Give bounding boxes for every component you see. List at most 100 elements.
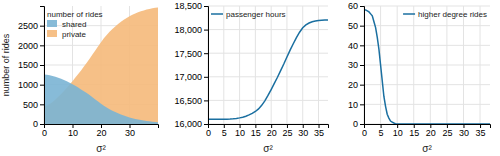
plot-area [208, 20, 328, 119]
tick-label: 18,000 [174, 25, 202, 35]
tick-mark [204, 77, 208, 78]
tick: 50 [348, 21, 364, 31]
x-axis: 05101520253035 [362, 124, 491, 138]
legend-title: number of rides [47, 10, 103, 19]
tick-label: 30 [125, 128, 135, 138]
legend-item: shared [47, 20, 86, 29]
grid-line [364, 45, 490, 46]
tick-label: 20 [348, 80, 358, 90]
plot-area [364, 10, 490, 124]
grid-line [208, 76, 328, 77]
y-axis: 0 500 1000 1500 2000 2500 [18, 7, 45, 130]
grid-line [364, 104, 490, 105]
figure: 010203005001000150020002500σ²number of r… [0, 0, 500, 156]
tick-mark [360, 65, 364, 66]
grid-line [208, 29, 328, 30]
legend-item: passenger hours [211, 10, 286, 19]
tick: 0 [206, 124, 211, 138]
line [364, 10, 490, 124]
panel: 010203005001000150020002500σ²number of r… [1, 6, 159, 154]
tick-label: 20 [267, 128, 277, 138]
x-axis-title: σ² [422, 143, 432, 154]
tick: 0 [33, 119, 44, 129]
tick: 1500 [18, 60, 44, 70]
panel: 051015202530350102030405060σ²higher degr… [348, 1, 491, 154]
tick: 18,000 [174, 25, 208, 35]
y-axis: 0102030405060 [348, 1, 365, 129]
tick: 30 [298, 124, 308, 138]
legend: passenger hours [211, 10, 286, 19]
tick-label: 35 [314, 128, 324, 138]
grid [208, 6, 328, 124]
tick-label: 30 [298, 128, 308, 138]
tick: 10 [393, 124, 403, 138]
tick: 40 [348, 41, 364, 51]
tick: 5 [379, 124, 384, 138]
y-axis-title: number of rides [1, 33, 11, 96]
tick-label: 5 [222, 128, 227, 138]
tick: 10 [68, 124, 78, 138]
tick: 17,500 [174, 49, 208, 59]
legend-label: passenger hours [226, 10, 286, 19]
grid-line [364, 25, 490, 26]
tick: 2500 [18, 21, 44, 31]
axis-line [204, 7, 209, 125]
tick: 35 [314, 124, 324, 138]
legend-swatch [211, 13, 223, 15]
panel: 0510152025303516,00016,50017,00017,50018… [174, 1, 328, 154]
legend-label: shared [62, 20, 86, 29]
tick-label: 1000 [18, 80, 38, 90]
tick: 20 [348, 80, 364, 90]
tick-label: 15 [409, 128, 419, 138]
line [208, 20, 328, 119]
area [44, 74, 158, 124]
tick: 1000 [18, 80, 44, 90]
tick-label: 16,000 [174, 119, 202, 129]
axis-line [40, 7, 45, 125]
legend: number of ridessharedprivate [47, 10, 103, 39]
legend: higher degree rides [403, 10, 487, 19]
tick-mark [204, 100, 208, 101]
tick-mark [360, 26, 364, 27]
tick: 16,500 [174, 96, 208, 106]
tick-mark [40, 45, 44, 46]
tick-mark [40, 65, 44, 66]
tick-mark [204, 53, 208, 54]
tick-label: 60 [348, 1, 358, 11]
tick-label: 25 [282, 128, 292, 138]
legend-swatch [403, 13, 415, 15]
tick-label: 0 [42, 128, 47, 138]
grid [44, 6, 158, 124]
tick: 17,000 [174, 72, 208, 82]
tick-label: 5 [379, 128, 384, 138]
x-axis: 05101520253035 [206, 124, 329, 138]
tick-mark [40, 26, 44, 27]
tick-mark [204, 30, 208, 31]
tick-mark [360, 85, 364, 86]
tick: 16,000 [174, 119, 208, 129]
tick: 0 [42, 124, 47, 138]
tick: 20 [267, 124, 277, 138]
tick-label: 1500 [18, 60, 38, 70]
tick: 20 [96, 124, 106, 138]
grid-line [208, 6, 328, 7]
grid-line [223, 6, 224, 124]
tick-label: 16,500 [174, 96, 202, 106]
tick-label: 17,000 [174, 72, 202, 82]
tick-label: 2000 [18, 41, 38, 51]
tick: 500 [23, 100, 44, 110]
tick-label: 20 [426, 128, 436, 138]
grid-line [208, 53, 328, 54]
tick-label: 10 [68, 128, 78, 138]
tick: 10 [348, 100, 364, 110]
tick-mark [204, 6, 208, 7]
grid-line [208, 100, 328, 101]
grid-line [271, 6, 272, 124]
tick: 60 [348, 1, 364, 11]
area [44, 7, 158, 124]
axis-line [360, 7, 365, 125]
tick: 2000 [18, 41, 44, 51]
tick-label: 50 [348, 21, 358, 31]
grid-line [364, 65, 490, 66]
grid-line [302, 6, 303, 124]
